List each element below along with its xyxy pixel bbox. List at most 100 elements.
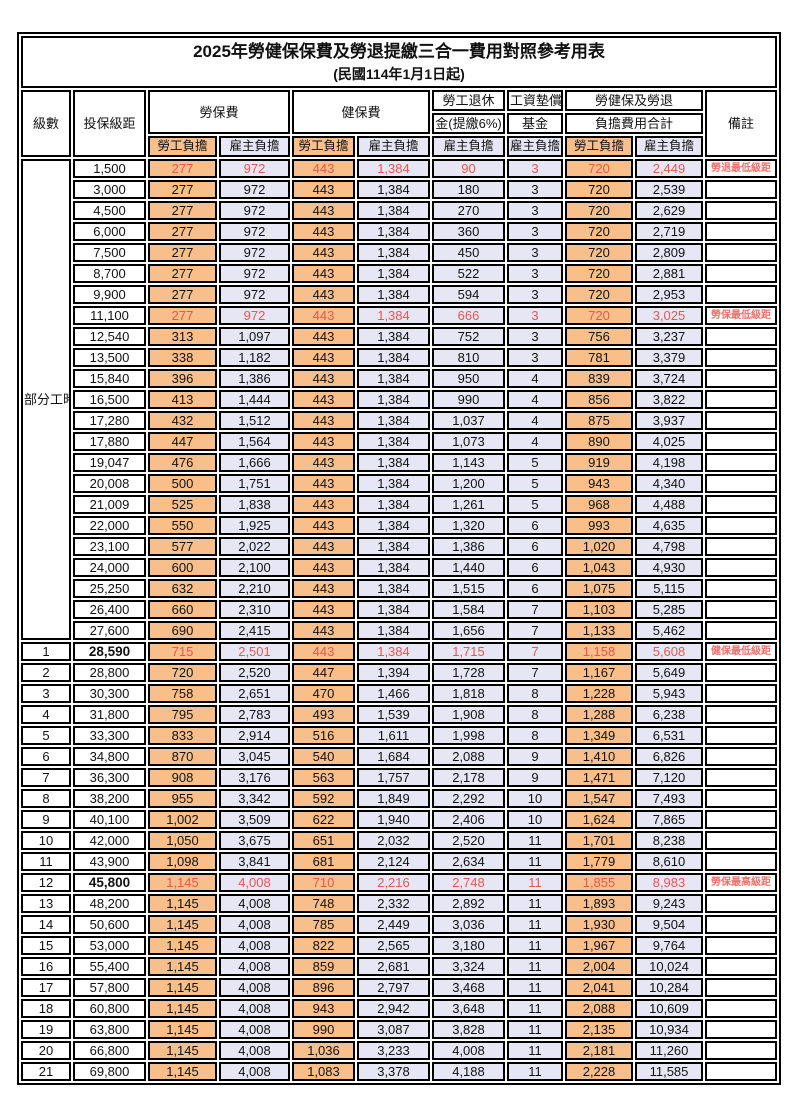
cell-labor-employee: 1,098 bbox=[148, 852, 217, 871]
cell-labor-employee: 413 bbox=[148, 390, 217, 409]
cell-labor-employee: 447 bbox=[148, 432, 217, 451]
cell-total-employee: 875 bbox=[565, 411, 633, 430]
cell-health-employee: 822 bbox=[292, 936, 355, 955]
cell-labor-employee: 1,145 bbox=[148, 978, 217, 997]
cell-health-employer: 1,684 bbox=[357, 747, 430, 766]
header-total-line2: 負擔費用合計 bbox=[565, 113, 703, 134]
cell-bracket: 19,047 bbox=[73, 453, 146, 472]
cell-wage-fund-employer: 8 bbox=[507, 705, 563, 724]
cell-wage-fund-employer: 7 bbox=[507, 642, 563, 661]
cell-pension-employer: 1,440 bbox=[432, 558, 505, 577]
cell-remark bbox=[705, 999, 777, 1018]
cell-remark bbox=[705, 768, 777, 787]
cell-bracket: 26,400 bbox=[73, 600, 146, 619]
table-title: 2025年勞健保保費及勞退提繳三合一費用對照參考用表 (民國114年1月1日起) bbox=[21, 36, 777, 88]
cell-total-employer: 10,609 bbox=[635, 999, 703, 1018]
cell-health-employee: 859 bbox=[292, 957, 355, 976]
cell-total-employee: 1,967 bbox=[565, 936, 633, 955]
cell-pension-employer: 1,818 bbox=[432, 684, 505, 703]
header-pension-line1: 勞工退休 bbox=[432, 90, 505, 111]
cell-health-employee: 443 bbox=[292, 642, 355, 661]
cell-pension-employer: 594 bbox=[432, 285, 505, 304]
cell-labor-employee: 833 bbox=[148, 726, 217, 745]
cell-health-employee: 516 bbox=[292, 726, 355, 745]
cell-total-employee: 968 bbox=[565, 495, 633, 514]
cell-labor-employee: 1,145 bbox=[148, 873, 217, 892]
cell-total-employer: 7,120 bbox=[635, 768, 703, 787]
table-row: 4,500 277 972 443 1,384 270 3 720 2,629 bbox=[21, 201, 777, 220]
cell-bracket: 40,100 bbox=[73, 810, 146, 829]
table-row: 6 34,800 870 3,045 540 1,684 2,088 9 1,410 6,826 bbox=[21, 747, 777, 766]
table-row: 19 63,800 1,145 4,008 990 3,087 3,828 11 2,135 10… bbox=[21, 1020, 777, 1039]
cell-health-employer: 3,378 bbox=[357, 1062, 430, 1081]
cell-bracket: 27,600 bbox=[73, 621, 146, 640]
cell-bracket: 17,280 bbox=[73, 411, 146, 430]
cell-remark bbox=[705, 243, 777, 262]
cell-total-employer: 2,629 bbox=[635, 201, 703, 220]
cell-grade: 14 bbox=[21, 915, 71, 934]
cell-bracket: 36,300 bbox=[73, 768, 146, 787]
cell-wage-fund-employer: 6 bbox=[507, 516, 563, 535]
cell-labor-employee: 758 bbox=[148, 684, 217, 703]
cell-pension-employer: 3,180 bbox=[432, 936, 505, 955]
cell-wage-fund-employer: 8 bbox=[507, 726, 563, 745]
cell-health-employee: 785 bbox=[292, 915, 355, 934]
cell-wage-fund-employer: 4 bbox=[507, 369, 563, 388]
cell-grade: 5 bbox=[21, 726, 71, 745]
cell-total-employer: 3,025 bbox=[635, 306, 703, 325]
cell-labor-employee: 313 bbox=[148, 327, 217, 346]
table-row: 3 30,300 758 2,651 470 1,466 1,818 8 1,228 5,943 bbox=[21, 684, 777, 703]
cell-health-employer: 1,940 bbox=[357, 810, 430, 829]
cell-bracket: 57,800 bbox=[73, 978, 146, 997]
cell-grade: 4 bbox=[21, 705, 71, 724]
cell-labor-employee: 277 bbox=[148, 285, 217, 304]
cell-total-employer: 4,488 bbox=[635, 495, 703, 514]
cell-health-employer: 1,384 bbox=[357, 180, 430, 199]
cell-total-employee: 1,701 bbox=[565, 831, 633, 850]
cell-health-employer: 1,384 bbox=[357, 453, 430, 472]
cell-remark bbox=[705, 684, 777, 703]
cell-wage-fund-employer: 11 bbox=[507, 957, 563, 976]
cell-bracket: 3,000 bbox=[73, 180, 146, 199]
cell-bracket: 13,500 bbox=[73, 348, 146, 367]
cell-total-employer: 6,238 bbox=[635, 705, 703, 724]
cell-health-employee: 990 bbox=[292, 1020, 355, 1039]
cell-labor-employer: 4,008 bbox=[219, 894, 290, 913]
cell-total-employee: 1,779 bbox=[565, 852, 633, 871]
cell-health-employer: 1,849 bbox=[357, 789, 430, 808]
cell-pension-employer: 1,715 bbox=[432, 642, 505, 661]
cell-total-employee: 1,893 bbox=[565, 894, 633, 913]
cell-labor-employee: 1,145 bbox=[148, 957, 217, 976]
cell-remark bbox=[705, 852, 777, 871]
cell-bracket: 6,000 bbox=[73, 222, 146, 241]
table-row: 18 60,800 1,145 4,008 943 2,942 3,648 11 2,088 10… bbox=[21, 999, 777, 1018]
cell-total-employee: 1,228 bbox=[565, 684, 633, 703]
table-row: 25,250 632 2,210 443 1,384 1,515 6 1,075 5,115 bbox=[21, 579, 777, 598]
cell-labor-employer: 972 bbox=[219, 159, 290, 178]
cell-labor-employer: 972 bbox=[219, 180, 290, 199]
cell-wage-fund-employer: 5 bbox=[507, 495, 563, 514]
cell-labor-employee: 396 bbox=[148, 369, 217, 388]
cell-health-employee: 443 bbox=[292, 222, 355, 241]
cell-labor-employer: 4,008 bbox=[219, 936, 290, 955]
cell-remark bbox=[705, 201, 777, 220]
cell-total-employer: 5,462 bbox=[635, 621, 703, 640]
cell-bracket: 50,600 bbox=[73, 915, 146, 934]
cell-labor-employee: 955 bbox=[148, 789, 217, 808]
cell-total-employee: 1,855 bbox=[565, 873, 633, 892]
header-total-employee: 勞工負擔 bbox=[565, 136, 633, 157]
cell-health-employee: 443 bbox=[292, 516, 355, 535]
cell-pension-employer: 2,634 bbox=[432, 852, 505, 871]
cell-health-employer: 1,384 bbox=[357, 285, 430, 304]
cell-total-employer: 3,237 bbox=[635, 327, 703, 346]
cell-remark bbox=[705, 894, 777, 913]
cell-total-employee: 1,288 bbox=[565, 705, 633, 724]
cell-labor-employer: 4,008 bbox=[219, 999, 290, 1018]
cell-remark bbox=[705, 705, 777, 724]
cell-pension-employer: 1,200 bbox=[432, 474, 505, 493]
cell-remark: 勞退最低級距 bbox=[705, 159, 777, 178]
cell-labor-employer: 972 bbox=[219, 243, 290, 262]
table-row: 26,400 660 2,310 443 1,384 1,584 7 1,103 5,285 bbox=[21, 600, 777, 619]
cell-labor-employee: 1,145 bbox=[148, 894, 217, 913]
cell-remark bbox=[705, 1020, 777, 1039]
